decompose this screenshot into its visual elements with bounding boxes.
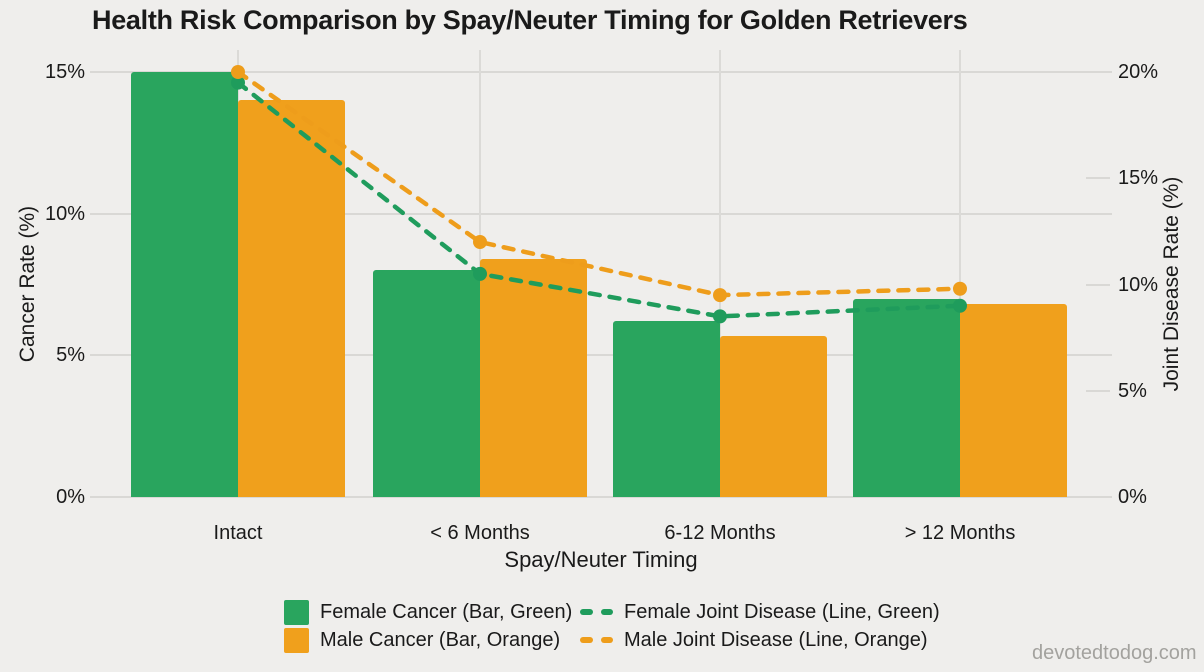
legend-line-swatch-icon [580,637,613,643]
bar-female-cancer-2 [613,321,720,497]
right-tick-mark [1086,283,1110,286]
chart-title: Health Risk Comparison by Spay/Neuter Ti… [92,5,968,35]
watermark: devotedtodog.com [1032,642,1197,664]
bar-male-cancer-0 [238,100,345,497]
bar-female-cancer-3 [853,298,960,497]
right-tick-label: 20% [1118,61,1159,83]
legend-column-0: Female Cancer (Bar, Green) Male Cancer (B… [284,599,572,653]
x-tick-label-1: < 6 Months [430,522,530,544]
legend-entry: Female Cancer (Bar, Green) [284,599,572,625]
right-tick-label: 15% [1118,167,1159,190]
left-tick-label: 10% [44,202,85,225]
line-female-joint-disease [235,80,963,319]
bar-female-cancer-0 [131,72,238,497]
legend-column-1: Female Joint Disease (Line, Green) Male J… [580,599,940,653]
right-tick-label: 0% [1118,486,1147,508]
legend-entry: Male Cancer (Bar, Orange) [284,627,572,653]
legend-bar-swatch-icon [284,599,309,625]
right-tick-mark [1086,177,1110,180]
x-tick-label-3: > 12 Months [904,522,1016,544]
legend-bar-swatch-icon [284,627,309,653]
bar-female-cancer-1 [373,270,480,497]
legend-label: Female Joint Disease (Line, Green) [624,600,940,623]
gridline-horizontal [90,496,1112,498]
right-tick-label: 5% [1118,379,1147,402]
left-axis-title: Cancer Rate (%) [16,205,39,363]
right-tick-mark [1086,389,1110,392]
legend-entry: Male Joint Disease (Line, Orange) [580,627,940,653]
legend-label: Male Joint Disease (Line, Orange) [624,628,928,651]
left-tick-label: 5% [56,344,85,367]
left-tick-label: 0% [56,486,85,508]
x-tick-label-2: 6-12 Months [664,522,776,544]
x-tick-label-0: Intact [213,522,263,544]
legend-line-swatch-icon [580,609,613,615]
legend-entry: Female Joint Disease (Line, Green) [580,599,940,625]
bar-male-cancer-1 [480,259,587,497]
x-axis-title: Spay/Neuter Timing [504,547,698,572]
right-tick-label: 10% [1118,273,1159,296]
left-tick-label: 15% [44,61,85,83]
bar-male-cancer-3 [960,304,1067,497]
gridline-horizontal [90,354,1112,357]
legend-label: Female Cancer (Bar, Green) [320,600,573,623]
right-tick-mark [1086,496,1110,498]
bar-male-cancer-2 [720,335,827,497]
line-male-joint-disease [235,69,963,298]
legend: Female Cancer (Bar, Green) Male Cancer (B… [0,599,1204,655]
right-tick-mark [1086,71,1110,73]
legend-label: Male Cancer (Bar, Orange) [320,628,561,651]
